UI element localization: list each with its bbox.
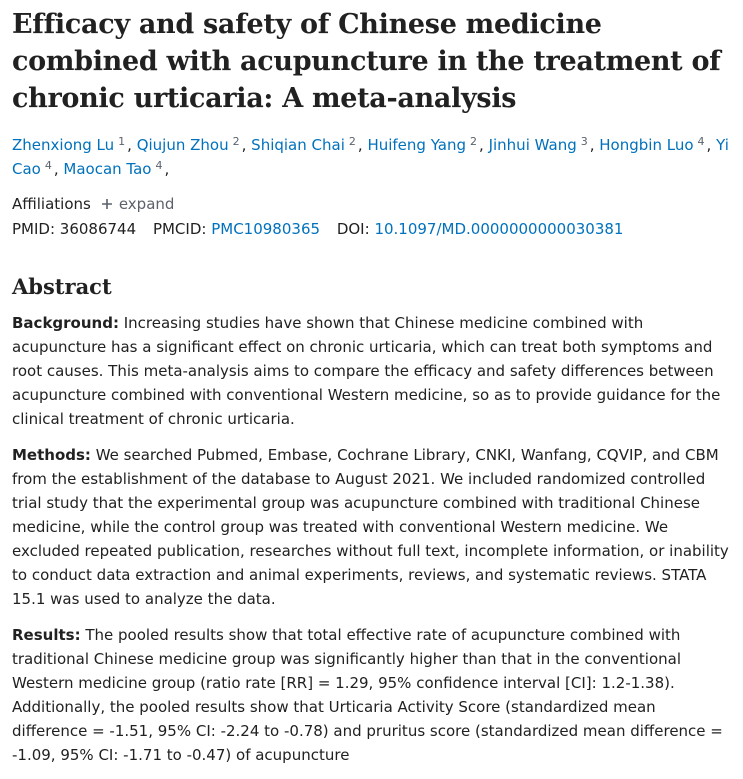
section-text: We searched Pubmed, Embase, Cochrane Lib… bbox=[12, 446, 729, 608]
section-label: Methods: bbox=[12, 446, 91, 464]
author-separator: , bbox=[53, 160, 59, 178]
author-link[interactable]: Qiujun Zhou bbox=[136, 136, 229, 154]
expand-label[interactable]: expand bbox=[118, 195, 175, 213]
author-separator: , bbox=[164, 160, 170, 178]
pmcid-label: PMCID: bbox=[152, 220, 207, 238]
affiliation-number: 4 bbox=[44, 159, 52, 172]
section-label: Results: bbox=[12, 626, 81, 644]
author-link[interactable]: Hongbin Luo bbox=[599, 136, 694, 154]
author-link[interactable]: Huifeng Yang bbox=[367, 136, 467, 154]
author-separator: , bbox=[589, 136, 595, 154]
identifiers: PMID: 36086744 PMCID: PMC10980365 DOI: 1… bbox=[12, 215, 734, 243]
abstract-body: Background: Increasing studies have show… bbox=[12, 311, 734, 767]
article: Efficacy and safety of Chinese medicine … bbox=[12, 6, 734, 779]
pmid: 36086744 bbox=[59, 220, 137, 238]
author-separator: , bbox=[357, 136, 363, 154]
page: Abstract {"title": "Efficacy and safety … bbox=[12, 9, 729, 764]
author-separator: , bbox=[127, 136, 132, 154]
abstract-section: Background: Increasing studies have show… bbox=[12, 311, 734, 431]
abstract-section: Methods: We searched Pubmed, Embase, Coc… bbox=[12, 443, 734, 611]
abstract-section: Results: The pooled results show that to… bbox=[12, 623, 734, 767]
section-text: Increasing studies have shown that Chine… bbox=[12, 314, 721, 428]
author-link[interactable]: Maocan Tao bbox=[63, 160, 152, 178]
affiliation-number: 1 bbox=[118, 135, 126, 148]
article-title: Efficacy and safety of Chinese medicine … bbox=[12, 9, 721, 114]
author-list: Zhenxiong Lu 1, Qiujun Zhou 2, Shiqian Cha… bbox=[12, 133, 734, 181]
affiliations: Affiliations expand bbox=[12, 193, 734, 215]
affiliation-number: 4 bbox=[155, 159, 163, 172]
affiliation-number: 4 bbox=[697, 135, 705, 148]
affiliations-label: Affiliations bbox=[12, 195, 91, 213]
affiliation-number: 2 bbox=[348, 135, 356, 148]
pmid-label: PMID: bbox=[12, 220, 56, 238]
author-separator: , bbox=[706, 136, 712, 154]
page-body: Efficacy and safety of Chinese medicine … bbox=[12, 9, 729, 764]
author-link[interactable]: Zhenxiong Lu bbox=[12, 136, 115, 154]
abstract-heading: Abstract bbox=[12, 274, 112, 299]
author-link[interactable]: Shiqian Chai bbox=[251, 136, 345, 154]
section-text: The pooled results show that total effec… bbox=[12, 626, 723, 764]
affiliation-number: 3 bbox=[580, 135, 588, 148]
author-link[interactable]: Yi Cao bbox=[12, 136, 729, 178]
doi-label: DOI: bbox=[336, 220, 370, 238]
pmcid-link[interactable]: PMC10980365 bbox=[211, 220, 321, 238]
author-link[interactable]: Jinhui Wang bbox=[488, 136, 577, 154]
expand-toggle[interactable]: expand bbox=[101, 193, 175, 215]
affiliation-number: 2 bbox=[232, 135, 240, 148]
plus-icon bbox=[101, 199, 112, 209]
author-separator: , bbox=[479, 136, 484, 154]
doi-link[interactable]: 10.1097/MD.0000000000030381 bbox=[374, 220, 624, 238]
affiliation-number: 2 bbox=[470, 135, 478, 148]
section-label: Background: bbox=[12, 314, 119, 332]
author-separator: , bbox=[241, 136, 247, 154]
